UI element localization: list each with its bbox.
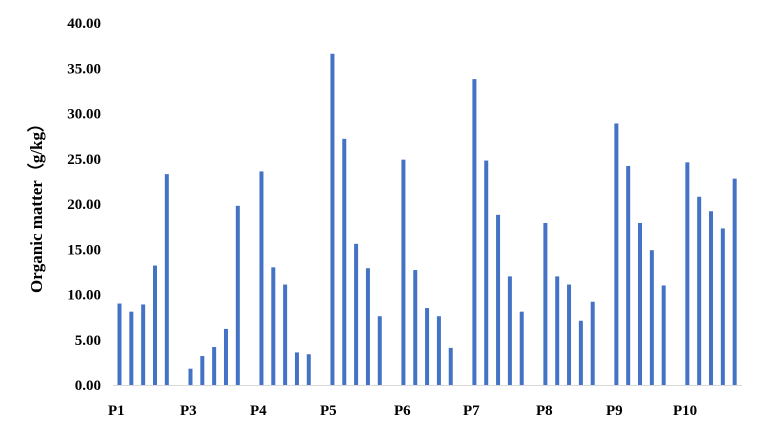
x-axis-tick-labels: P1 P3 P4 P5 P6 P7 P8 P9 P10 xyxy=(108,403,697,419)
bar xyxy=(283,284,288,385)
y-tick-label: 35.00 xyxy=(67,61,101,77)
bar xyxy=(377,316,382,385)
bar xyxy=(614,123,619,386)
bar xyxy=(200,356,205,385)
bar xyxy=(164,174,169,385)
bars xyxy=(117,53,737,386)
bar xyxy=(436,316,441,385)
bar xyxy=(141,304,146,385)
bar xyxy=(638,223,643,385)
bar xyxy=(365,268,370,385)
bar xyxy=(472,79,477,386)
bar xyxy=(709,211,713,385)
bar xyxy=(223,328,228,385)
y-axis-tick-labels: 0.00 5.00 10.00 15.00 20.00 25.00 30.00 35.00 40… xyxy=(67,16,101,394)
bar xyxy=(496,214,501,385)
x-tick-label: P7 xyxy=(463,403,480,419)
x-tick-label: P6 xyxy=(394,403,411,419)
x-tick-label: P4 xyxy=(250,403,267,419)
y-tick-label: 30.00 xyxy=(67,107,101,123)
x-tick-label: P10 xyxy=(673,403,697,419)
bar xyxy=(590,301,595,385)
bar xyxy=(626,165,631,385)
bar xyxy=(401,159,406,385)
bar xyxy=(413,270,418,385)
bar xyxy=(720,228,725,385)
bar xyxy=(235,205,240,385)
bar xyxy=(697,196,702,385)
bar xyxy=(342,138,347,385)
bar xyxy=(448,347,453,385)
y-tick-label: 20.00 xyxy=(67,197,101,213)
bar xyxy=(425,308,430,385)
bar xyxy=(188,368,193,385)
bar xyxy=(685,162,690,385)
y-axis-title: Organic matter（g/kg） xyxy=(26,115,46,293)
x-tick-label: P8 xyxy=(536,403,553,419)
bar xyxy=(732,178,737,385)
y-tick-label: 40.00 xyxy=(67,16,101,32)
bar xyxy=(567,284,572,385)
x-tick-label: P1 xyxy=(108,403,125,419)
x-tick-label: P3 xyxy=(180,403,197,419)
bar xyxy=(354,243,359,385)
bar xyxy=(578,320,583,385)
bar xyxy=(484,160,489,385)
bar xyxy=(271,267,276,385)
bar xyxy=(330,53,335,386)
bar xyxy=(507,276,512,385)
x-tick-label: P5 xyxy=(320,403,337,419)
y-tick-label: 25.00 xyxy=(67,152,101,168)
y-tick-label: 5.00 xyxy=(75,333,101,349)
bar xyxy=(519,311,524,385)
bar xyxy=(555,276,560,385)
y-tick-label: 0.00 xyxy=(75,378,101,394)
bar xyxy=(129,311,134,385)
bar xyxy=(649,250,654,385)
bar xyxy=(306,354,311,385)
bar xyxy=(543,223,548,385)
y-tick-label: 15.00 xyxy=(67,242,101,258)
bar xyxy=(661,285,666,385)
bar xyxy=(117,303,122,385)
x-tick-label: P9 xyxy=(606,403,623,419)
bar xyxy=(152,265,157,385)
y-tick-label: 10.00 xyxy=(67,288,101,304)
bar xyxy=(294,352,299,385)
bar xyxy=(259,171,264,385)
bar xyxy=(212,346,217,385)
